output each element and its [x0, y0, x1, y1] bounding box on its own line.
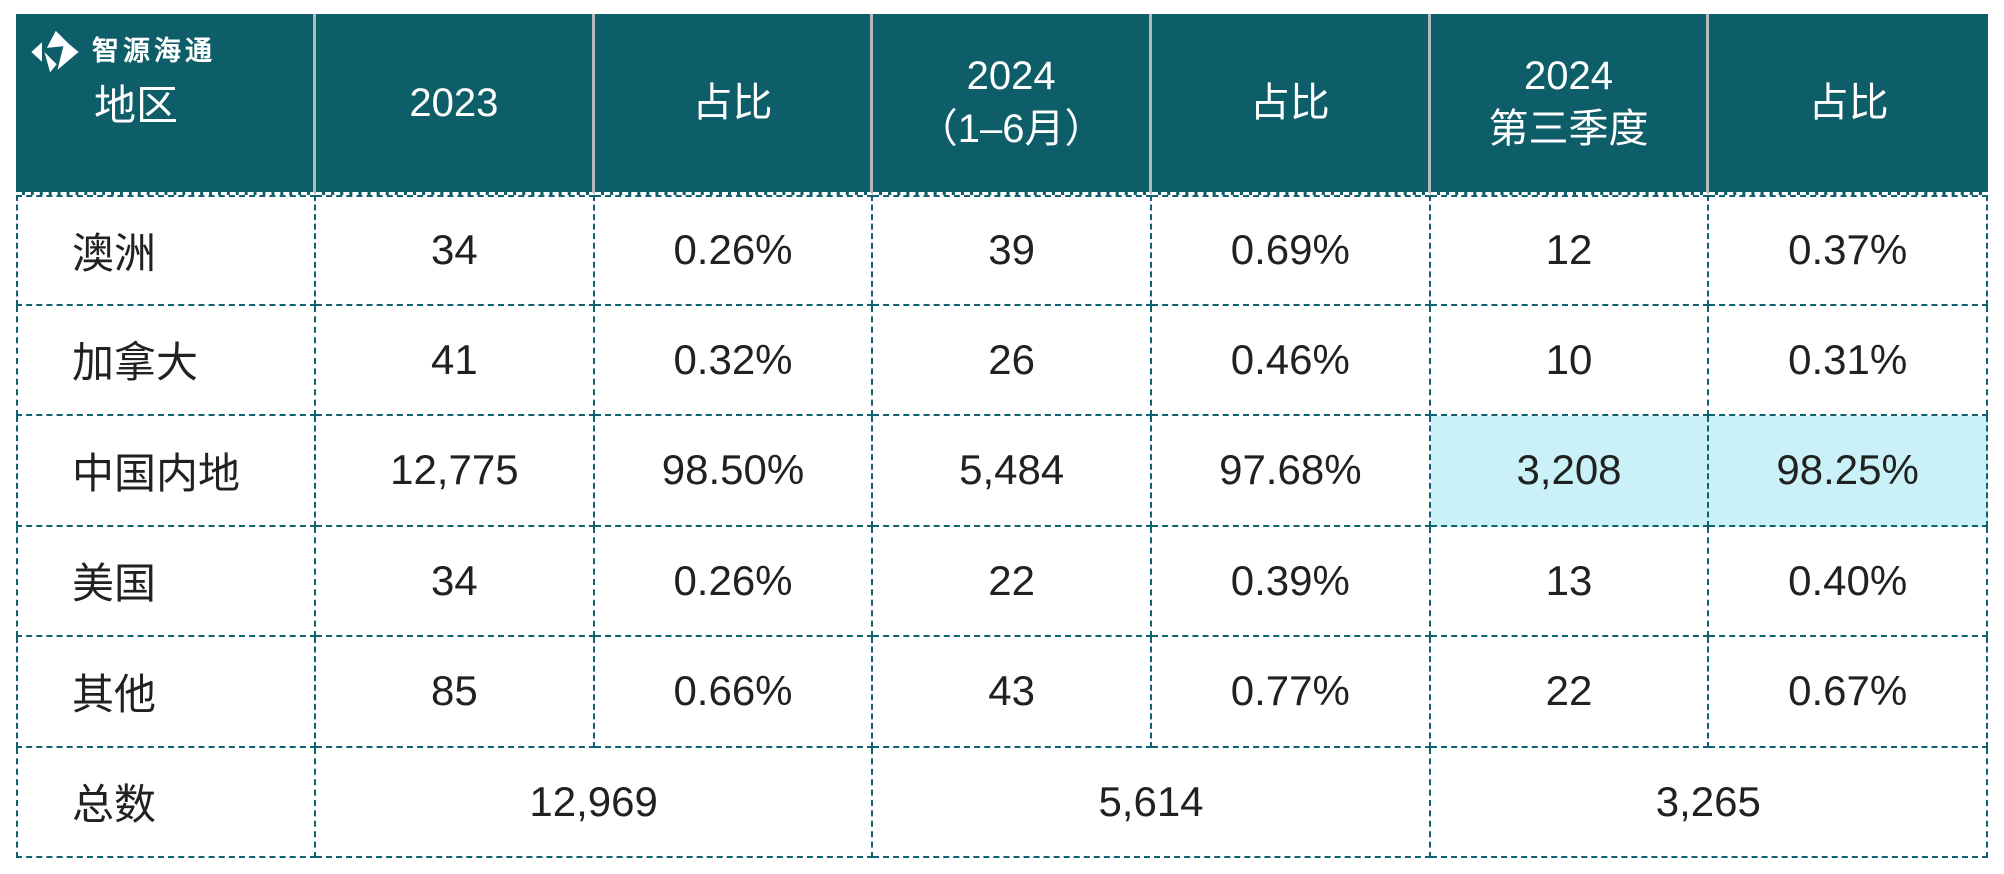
regions-table: 智源海通 地区 2023 占比 2024 （1–6月） 占比 2024 第三季度 占…: [16, 14, 1988, 858]
value-cell: 0.69%: [1151, 195, 1431, 306]
value-cell: 0.37%: [1709, 195, 1988, 306]
value-cell: 0.31%: [1709, 305, 1988, 416]
value-cell: 34: [316, 526, 595, 637]
value-cell: 10: [1430, 305, 1710, 416]
value-cell: 12,775: [316, 416, 595, 527]
logo-text: 智源海通: [92, 36, 216, 67]
value-cell: 0.77%: [1151, 637, 1431, 748]
value-cell: 39: [873, 195, 1152, 306]
value-cell: 5,484: [873, 416, 1152, 527]
value-cell: 0.46%: [1151, 305, 1431, 416]
region-cell: 澳洲: [16, 195, 316, 306]
logo-diamond-icon: [31, 30, 79, 73]
value-cell: 97.68%: [1151, 416, 1431, 527]
value-cell: 0.39%: [1151, 526, 1431, 637]
value-cell: 0.67%: [1709, 637, 1988, 748]
header-region-label: 地区: [94, 82, 179, 129]
header-2023: 2023: [316, 14, 595, 195]
header-2024-h1: 2024 （1–6月）: [873, 14, 1152, 195]
header-2024-q3: 2024 第三季度: [1430, 14, 1710, 195]
region-cell: 美国: [16, 526, 316, 637]
value-cell: 85: [316, 637, 595, 748]
value-cell: 12: [1430, 195, 1710, 306]
value-cell-highlighted: 98.25%: [1709, 416, 1988, 527]
totals-label-cell: 总数: [16, 747, 316, 858]
header-share-2024-h1: 占比: [1151, 14, 1431, 195]
value-cell: 13: [1430, 526, 1710, 637]
total-2024-h1-cell: 5,614: [873, 747, 1431, 858]
region-cell: 其他: [16, 637, 316, 748]
value-cell: 26: [873, 305, 1152, 416]
value-cell: 22: [873, 526, 1152, 637]
header-share-2024-q3: 占比: [1709, 14, 1988, 195]
value-cell: 0.66%: [594, 637, 874, 748]
header-share-2023: 占比: [594, 14, 874, 195]
value-cell: 41: [316, 305, 595, 416]
region-cell: 加拿大: [16, 305, 316, 416]
value-cell: 22: [1430, 637, 1710, 748]
value-cell: 0.26%: [594, 195, 874, 306]
value-cell-highlighted: 3,208: [1430, 416, 1710, 527]
value-cell: 34: [316, 195, 595, 306]
value-cell: 43: [873, 637, 1152, 748]
total-2023-cell: 12,969: [316, 747, 874, 858]
header-region-cell: 智源海通 地区: [16, 14, 316, 195]
value-cell: 0.26%: [594, 526, 874, 637]
value-cell: 0.32%: [594, 305, 874, 416]
total-2024-q3-cell: 3,265: [1430, 747, 1988, 858]
logo: 智源海通: [30, 30, 216, 74]
value-cell: 98.50%: [594, 416, 874, 527]
region-cell: 中国内地: [16, 416, 316, 527]
value-cell: 0.40%: [1709, 526, 1988, 637]
